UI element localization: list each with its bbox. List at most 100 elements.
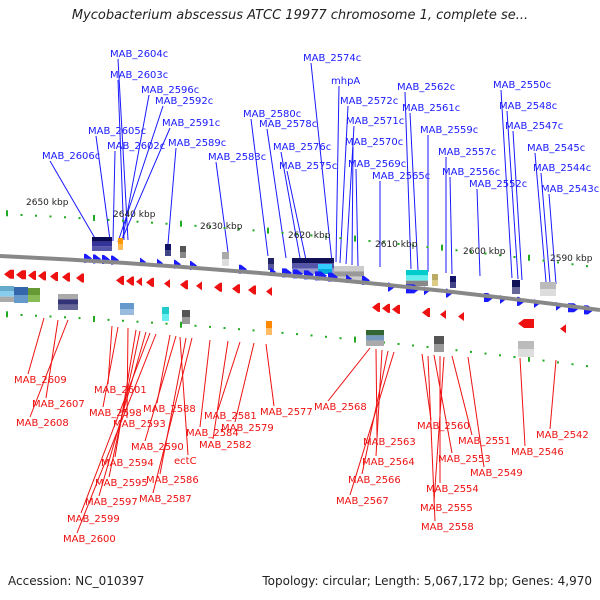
- feature-box: [432, 274, 438, 280]
- tick-mark: [165, 222, 168, 225]
- gene-label-plus: MAB_2605c: [88, 126, 146, 137]
- gene-label-plus: MAB_2550c: [493, 80, 551, 91]
- gene-leader-line: [310, 62, 333, 263]
- tick-mark: [6, 210, 8, 217]
- tick-mark: [93, 214, 95, 221]
- gene-label-minus: MAB_2607: [32, 399, 85, 410]
- kbp-label: 2610 kbp: [375, 240, 418, 250]
- tick-mark: [165, 322, 168, 325]
- gene-leader-line: [421, 353, 432, 421]
- tick-mark: [426, 246, 429, 249]
- gene-leader-line: [355, 168, 359, 267]
- tick-mark: [470, 250, 472, 253]
- tick-mark: [310, 234, 313, 237]
- gene-leader-line: [286, 170, 307, 261]
- gene-label-minus: MAB_2581: [204, 411, 257, 422]
- tick-mark: [20, 313, 23, 316]
- feature-box: [366, 330, 384, 336]
- gene-label-minus: MAB_2601: [94, 385, 147, 396]
- gene-label-plus: MAB_2575c: [279, 161, 337, 172]
- tick-mark: [136, 320, 139, 323]
- gene-leader-line: [45, 319, 59, 399]
- gene-leader-line: [449, 176, 453, 275]
- tick-mark: [122, 319, 124, 322]
- kbp-label: 2650 kbp: [26, 198, 69, 208]
- minus-strand-gene: [232, 284, 240, 294]
- tick-mark: [586, 365, 588, 368]
- gene-leader-line: [250, 118, 269, 257]
- tick-mark: [209, 325, 211, 328]
- gene-leader-line: [98, 331, 147, 497]
- feature-box: [406, 275, 428, 281]
- feature-box: [334, 271, 364, 277]
- tick-mark: [6, 311, 8, 318]
- feature-box: [58, 299, 78, 305]
- minus-strand-gene: [248, 285, 256, 295]
- tick-mark: [78, 217, 81, 220]
- gene-leader-line: [212, 340, 229, 440]
- gene-label-minus: MAB_2600: [63, 534, 116, 545]
- gene-leader-line: [351, 146, 354, 266]
- gene-leader-line: [29, 319, 69, 418]
- gene-label-minus: MAB_2551: [458, 436, 511, 447]
- tick-mark: [528, 355, 530, 362]
- gene-leader-line: [349, 351, 395, 496]
- feature-box: [406, 280, 428, 286]
- minus-strand-gene: [126, 276, 134, 286]
- gene-label-plus: MAB_2562c: [397, 82, 455, 93]
- gene-leader-line: [280, 151, 301, 259]
- feature-box: [118, 244, 123, 250]
- minus-strand-gene: [50, 272, 58, 282]
- gene-leader-line: [27, 317, 45, 375]
- gene-label-minus: MAB_2598: [89, 408, 142, 419]
- gene-label-plus: MAB_2543c: [541, 184, 599, 195]
- tick-mark: [35, 214, 37, 217]
- tick-mark: [64, 216, 66, 219]
- minus-strand-gene: [422, 308, 430, 318]
- feature-box: [292, 268, 334, 274]
- feature-box: [165, 244, 171, 250]
- gene-label-minus: MAB_2587: [139, 494, 192, 505]
- gene-leader-line: [117, 79, 125, 241]
- tick-mark: [180, 321, 182, 328]
- minus-strand-gene: [76, 273, 84, 283]
- gene-label-plus: MAB_2580c: [243, 109, 301, 120]
- tick-mark: [397, 342, 400, 345]
- gene-label-plus: MAB_2583c: [208, 152, 266, 163]
- gene-leader-line: [167, 147, 177, 245]
- feature-box: [58, 294, 78, 300]
- tick-mark: [412, 244, 414, 247]
- tick-mark: [194, 224, 197, 227]
- gene-leader-line: [152, 337, 193, 494]
- minus-strand-gene: [440, 310, 446, 320]
- map-title: Mycobacterium abscessus ATCC 19977 chrom…: [71, 8, 529, 23]
- tick-mark: [252, 329, 255, 332]
- minus-strand-gene: [16, 270, 26, 280]
- gene-leader-line: [467, 356, 485, 468]
- gene-label-plus: MAB_2572c: [340, 96, 398, 107]
- gene-leader-line: [159, 337, 187, 475]
- gene-label-plus: MAB_2561c: [402, 103, 460, 114]
- tick-mark: [136, 220, 139, 223]
- gene-leader-line: [126, 327, 129, 419]
- feature-box: [512, 287, 520, 294]
- feature-box: [120, 309, 134, 315]
- tick-mark: [528, 254, 530, 261]
- tick-mark: [223, 327, 226, 330]
- feature-box: [292, 263, 334, 269]
- gene-label-minus: MAB_2609: [14, 375, 67, 386]
- gene-leader-line: [339, 105, 349, 264]
- tick-mark: [296, 333, 298, 336]
- tick-mark: [209, 225, 211, 228]
- gene-label-minus: MAB_2564: [362, 457, 415, 468]
- gene-label-minus: MAB_2554: [426, 484, 479, 495]
- gene-leader-line: [519, 357, 526, 447]
- gene-leader-line: [327, 347, 371, 402]
- gene-leader-line: [433, 354, 453, 454]
- feature-box: [434, 336, 444, 344]
- minus-strand-gene: [372, 302, 380, 312]
- gene-label-plus: MAB_2604c: [110, 49, 168, 60]
- feature-box: [180, 252, 186, 258]
- gene-label-plus: MAB_2589c: [168, 138, 226, 149]
